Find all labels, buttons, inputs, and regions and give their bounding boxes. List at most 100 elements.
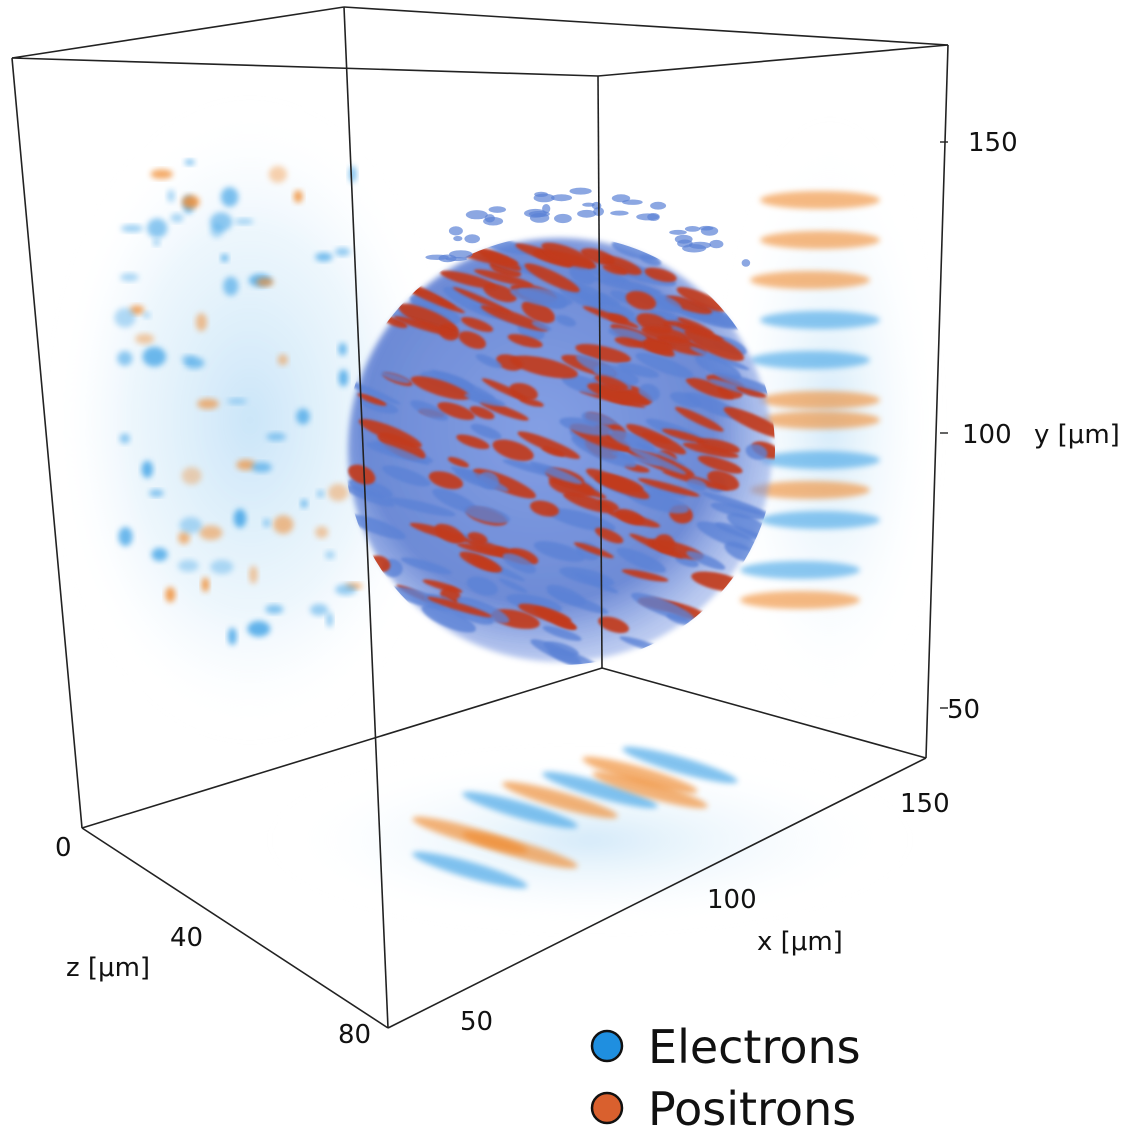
- projection-spot: [201, 577, 210, 592]
- projection-spot: [114, 307, 136, 328]
- positron-blob: [626, 423, 687, 455]
- projection-spot: [135, 333, 155, 344]
- electron-fragment: [569, 187, 592, 195]
- electron-blob: [548, 648, 602, 665]
- electron-fragment: [425, 254, 449, 260]
- positron-blob: [643, 338, 674, 354]
- positron-blob: [469, 406, 495, 420]
- projection-spot: [265, 604, 284, 614]
- projection-spot: [220, 254, 229, 262]
- positron-blob: [507, 334, 543, 348]
- projection-stripe: [462, 831, 578, 869]
- positron-blob: [357, 393, 387, 406]
- x-tick-label: 100: [707, 885, 757, 915]
- electron-blob: [629, 447, 687, 475]
- projection-spot: [151, 547, 168, 562]
- legend-label: Positrons: [648, 1082, 856, 1136]
- positron-blob: [684, 328, 744, 362]
- projection-spot: [315, 526, 329, 539]
- projection-spot: [167, 189, 175, 203]
- x-tick-label: 150: [900, 789, 950, 819]
- projection-stripe: [750, 481, 870, 499]
- positron-blob: [594, 375, 629, 391]
- positron-blob: [541, 242, 595, 268]
- electron-fragment: [684, 226, 701, 232]
- y-tick-label: 50: [947, 695, 980, 725]
- electron-blob: [608, 429, 655, 452]
- electron-blob: [373, 441, 430, 465]
- electron-fragment: [622, 199, 643, 205]
- z-tick-label: 40: [170, 923, 203, 953]
- electron-blob: [714, 522, 765, 541]
- electron-blob: [695, 354, 741, 381]
- projection-spot: [199, 525, 223, 541]
- projection-stripe: [542, 771, 658, 809]
- projection-spot: [338, 369, 349, 387]
- projection-spot: [141, 460, 153, 479]
- electron-fragment: [650, 201, 667, 210]
- electron-blob: [347, 514, 406, 540]
- legend-item-positrons: Positrons: [590, 1082, 856, 1136]
- positron-blob: [452, 287, 512, 314]
- electron-fragment: [449, 250, 473, 259]
- electron-blob: [475, 354, 502, 369]
- positron-blob: [530, 500, 559, 517]
- projection-spot: [220, 187, 239, 207]
- x-axis-label: x [μm]: [757, 927, 843, 957]
- positron-blob: [427, 596, 492, 618]
- electron-fragment: [534, 191, 548, 197]
- electron-blob: [631, 592, 695, 622]
- positron-blob: [575, 343, 631, 363]
- positron-blob: [614, 336, 643, 348]
- projection-spot: [316, 490, 325, 498]
- electron-blob: [616, 547, 666, 573]
- positron-blob: [676, 287, 727, 312]
- electron-fragment: [524, 208, 547, 218]
- positron-blob: [607, 510, 661, 528]
- positron-blob: [440, 270, 497, 289]
- positron-blob: [474, 269, 534, 287]
- positron-blob: [573, 542, 614, 559]
- positron-blob: [602, 264, 628, 275]
- electron-fragment: [669, 229, 687, 235]
- positron-blob: [524, 263, 580, 293]
- electron-blob: [689, 346, 750, 371]
- projection-spot: [227, 398, 247, 405]
- positron-blob: [598, 616, 629, 634]
- positron-blob: [736, 386, 767, 398]
- electron-blob: [583, 296, 636, 317]
- projection-spot: [268, 166, 287, 183]
- projection-stripe: [760, 411, 880, 429]
- electron-blob: [463, 505, 511, 524]
- positron-blob: [492, 439, 534, 462]
- projection-spot: [178, 559, 199, 572]
- projection-stripe: [412, 851, 528, 889]
- electron-fragment: [542, 204, 551, 214]
- positron-blob: [675, 406, 724, 432]
- y-tick-label: 150: [968, 128, 1018, 158]
- projection-spot: [296, 408, 310, 425]
- projection-spot: [120, 273, 139, 282]
- projection-spot: [325, 550, 335, 560]
- electron-blob: [571, 435, 637, 468]
- electron-blob: [400, 557, 452, 575]
- electron-blob: [450, 466, 509, 492]
- projection-spot: [147, 218, 168, 238]
- electron-blob: [456, 596, 510, 624]
- positron-blob: [437, 402, 475, 420]
- positron-blob: [518, 603, 572, 624]
- projection-spot: [262, 518, 271, 528]
- x-tick-label: 50: [460, 1007, 493, 1037]
- legend-item-electrons: Electrons: [590, 1020, 861, 1074]
- electron-fragment: [483, 216, 504, 226]
- projection-spot: [249, 565, 258, 584]
- electron-blob: [546, 508, 616, 532]
- positron-blob: [428, 471, 464, 490]
- electron-fragment: [445, 257, 468, 261]
- electron-blob: [470, 423, 502, 440]
- positron-blob: [409, 522, 471, 543]
- positron-blob: [665, 295, 713, 315]
- projection-spot: [182, 195, 200, 209]
- electron-blob: [531, 321, 552, 331]
